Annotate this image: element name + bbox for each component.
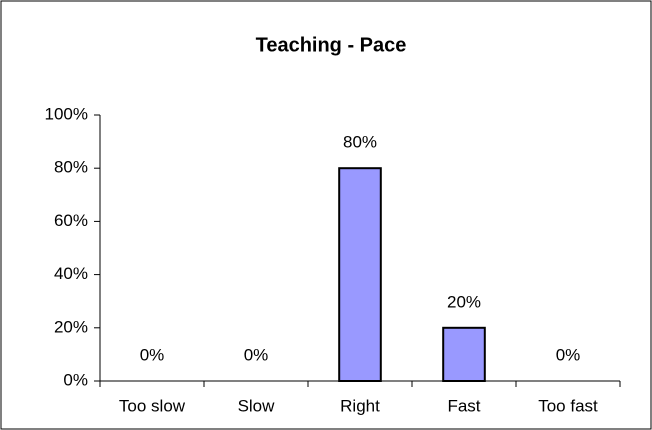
y-tick-label: 100% xyxy=(45,104,88,123)
data-label: 0% xyxy=(140,345,165,364)
x-tick-label: Fast xyxy=(447,396,480,415)
data-label: 20% xyxy=(447,292,481,311)
x-tick-label: Too slow xyxy=(119,396,186,415)
bar xyxy=(338,167,382,382)
x-tick-label: Right xyxy=(340,396,380,415)
data-label: 80% xyxy=(343,133,377,152)
y-tick-label: 80% xyxy=(54,158,88,177)
bar xyxy=(442,326,486,382)
y-tick-label: 20% xyxy=(54,317,88,336)
data-label: 0% xyxy=(244,345,269,364)
x-tick-label: Too fast xyxy=(538,396,598,415)
chart-title: Teaching - Pace xyxy=(256,34,407,56)
y-tick-label: 40% xyxy=(54,264,88,283)
data-label: 0% xyxy=(556,345,581,364)
x-tick-label: Slow xyxy=(238,396,276,415)
y-tick-label: 60% xyxy=(54,211,88,230)
y-tick-label: 0% xyxy=(63,370,88,389)
